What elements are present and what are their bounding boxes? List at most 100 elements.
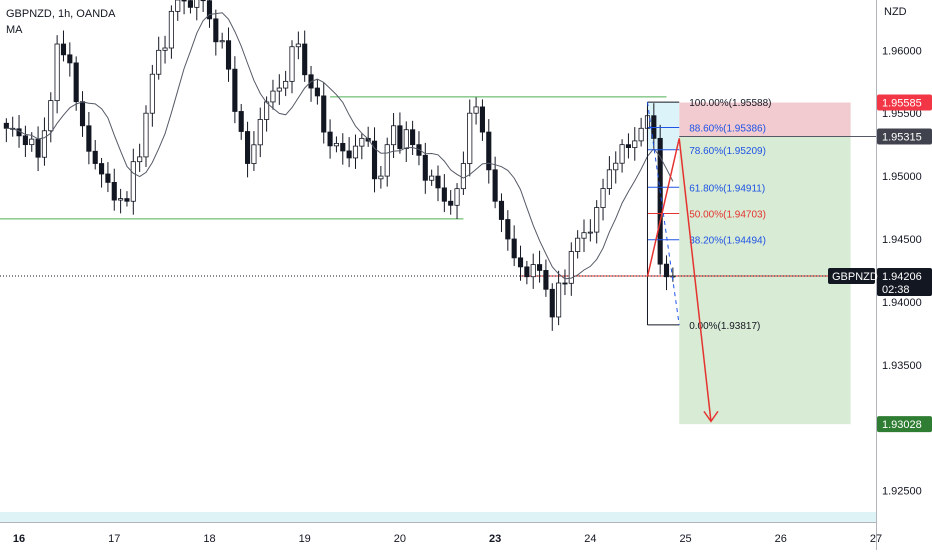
price-tick-label: 1.94500 [882, 234, 922, 246]
time-scrollbar [0, 512, 876, 522]
candle-body [130, 161, 136, 202]
symbol-title[interactable]: GBPNZD, 1h, OANDA [6, 8, 116, 20]
candle-body [632, 140, 638, 148]
fib-level-label: 61.80%(1.94911) [689, 183, 765, 194]
candle-body [454, 188, 460, 206]
candle-body [606, 169, 612, 189]
candle-body [232, 68, 238, 112]
chart-legend: GBPNZD, 1h, OANDA MA [6, 6, 115, 38]
candle-body [346, 150, 352, 159]
candle-body [124, 198, 130, 202]
price-tick-label: 1.92500 [882, 486, 922, 498]
symbol-badge-bg [828, 267, 875, 284]
indicator-label[interactable]: MA [6, 24, 23, 36]
candle-body [181, 0, 187, 2]
candle-body [397, 125, 403, 149]
candle-body [79, 101, 86, 127]
candle-body [22, 135, 28, 146]
stop-badge-bg [877, 94, 932, 111]
drawings: 100.00%(1.95588) 88.60%(1.95386) 78.60%(1.… [646, 98, 772, 423]
candle-body [29, 138, 35, 146]
candle-body [137, 156, 143, 163]
candle-body [556, 282, 562, 318]
candle-body [524, 266, 530, 278]
candle-body [378, 175, 384, 180]
candle-body [86, 125, 92, 152]
candle-body [257, 119, 263, 146]
candle-body [200, 0, 206, 2]
candle-body [562, 282, 568, 285]
candle-body [327, 131, 333, 147]
price-tick-label: 1.95000 [882, 171, 922, 183]
candle-body [429, 175, 435, 181]
candle-body [283, 80, 289, 89]
moving-average [6, 12, 674, 280]
candle-body [486, 131, 492, 171]
candle-body [333, 142, 339, 147]
candle-body [105, 173, 111, 183]
candle-body [594, 207, 600, 233]
candle-body [245, 131, 251, 164]
last-price-badge: 1.94206 [882, 271, 922, 283]
price-tick-label: 1.96000 [882, 45, 922, 57]
candle-body [321, 95, 327, 133]
candle-body [3, 122, 9, 129]
candle-body [194, 0, 200, 8]
fib-level-label: 38.20%(1.94494) [689, 236, 766, 247]
candle-body [492, 169, 498, 202]
candle-body [352, 145, 359, 159]
candle-body [213, 18, 219, 43]
candle-body [295, 43, 301, 48]
projection-arrow-head [703, 410, 719, 423]
candle-body [276, 87, 282, 92]
countdown-label: 02:38 [882, 284, 910, 296]
candle-body [314, 87, 320, 97]
candle-body [187, 0, 193, 8]
projection-arrow [646, 138, 712, 422]
candle-body [156, 49, 162, 75]
candle-body [600, 188, 606, 208]
candle-body [289, 46, 295, 82]
time-tick-label: 26 [775, 533, 787, 545]
candle-body [651, 115, 657, 139]
candle-body [473, 106, 479, 114]
candle-body [251, 144, 257, 164]
time-tick-label: 23 [489, 533, 501, 545]
fib-level-label: 0.00%(1.93817) [689, 321, 760, 332]
target-badge: 1.93028 [882, 419, 922, 431]
candle-body [35, 138, 41, 158]
candle-body [175, 0, 181, 12]
symbol-badge: GBPNZD [832, 271, 878, 283]
time-tick-label: 19 [299, 533, 311, 545]
candle-body [99, 163, 105, 175]
candle-body [206, 0, 213, 20]
candle-body [48, 100, 54, 132]
candle-body [613, 162, 619, 171]
candles [3, 0, 676, 331]
stop-loss-zone [679, 102, 851, 137]
price-tick-label: 1.93500 [882, 360, 922, 372]
candle-body [587, 231, 593, 234]
candle-body [162, 47, 168, 51]
candle-body [54, 43, 60, 102]
candle-body [537, 264, 543, 271]
candle-body [575, 237, 581, 252]
candle-body [467, 112, 473, 164]
price-tick-label: 1.95500 [882, 108, 922, 120]
candle-body [619, 144, 625, 164]
take-profit-zone [679, 136, 851, 425]
candle-body [60, 43, 67, 56]
candle-body [302, 43, 308, 76]
time-tick-label: 17 [108, 533, 120, 545]
fib-level-label: 88.60%(1.95386) [689, 124, 766, 135]
candle-body [219, 40, 225, 43]
candle-body [384, 144, 390, 177]
candle-body [391, 125, 397, 146]
time-tick-label: 24 [584, 533, 596, 545]
candle-body [270, 90, 276, 103]
candle-body [498, 200, 505, 220]
candle-body [505, 219, 511, 240]
time-tick-label: 25 [679, 533, 691, 545]
